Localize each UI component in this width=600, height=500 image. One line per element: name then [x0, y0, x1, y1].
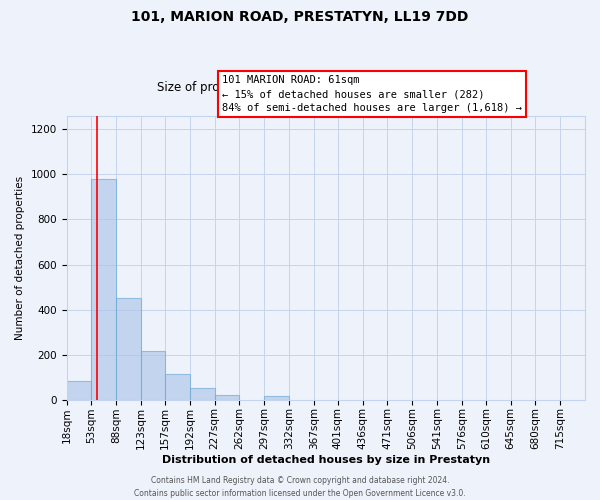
X-axis label: Distribution of detached houses by size in Prestatyn: Distribution of detached houses by size … [162, 455, 490, 465]
Bar [91, 179, 116, 400]
Bar [165, 374, 190, 400]
Bar [116, 298, 141, 400]
Bar [67, 380, 91, 400]
Bar [264, 396, 289, 400]
Text: Contains HM Land Registry data © Crown copyright and database right 2024.
Contai: Contains HM Land Registry data © Crown c… [134, 476, 466, 498]
Text: 101 MARION ROAD: 61sqm
← 15% of detached houses are smaller (282)
84% of semi-de: 101 MARION ROAD: 61sqm ← 15% of detached… [222, 75, 522, 113]
Bar [190, 388, 215, 400]
Title: Size of property relative to detached houses in Prestatyn: Size of property relative to detached ho… [157, 81, 494, 94]
Y-axis label: Number of detached properties: Number of detached properties [15, 176, 25, 340]
Bar [215, 395, 239, 400]
Bar [141, 351, 165, 400]
Text: 101, MARION ROAD, PRESTATYN, LL19 7DD: 101, MARION ROAD, PRESTATYN, LL19 7DD [131, 10, 469, 24]
